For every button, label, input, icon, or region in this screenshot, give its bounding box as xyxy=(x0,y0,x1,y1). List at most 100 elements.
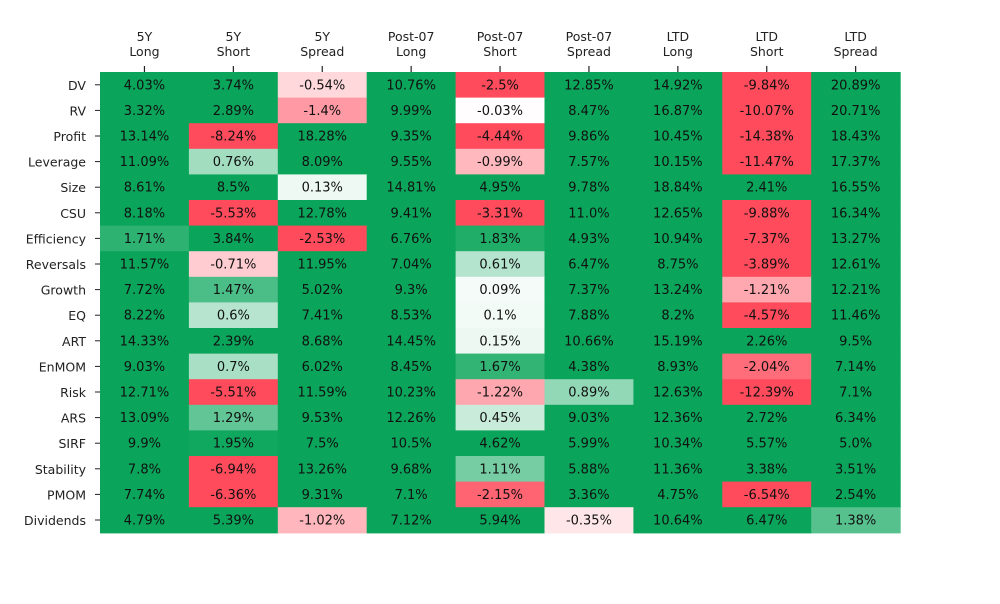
cell-value-label: 8.75% xyxy=(657,258,698,273)
cell-value-label: -2.15% xyxy=(477,488,523,503)
heatmap-cell-stability-5 xyxy=(544,456,634,483)
heatmap-cell-efficiency-2 xyxy=(277,225,368,252)
cell-value-label: 9.86% xyxy=(568,130,609,145)
heatmap-cell-art-7 xyxy=(722,328,812,355)
heatmap-cell-eq-3 xyxy=(366,302,457,329)
heatmap-cell-sirf-8 xyxy=(811,430,901,457)
cell-value-label: 2.39% xyxy=(213,334,254,349)
cell-value-label: 7.04% xyxy=(390,258,431,273)
cell-value-label: 7.12% xyxy=(390,514,431,529)
cell-value-label: 8.68% xyxy=(302,334,343,349)
cell-value-label: 10.34% xyxy=(653,437,703,452)
heatmap-cell-efficiency-6 xyxy=(633,225,723,252)
row-label-sirf: SIRF xyxy=(59,436,87,451)
column-labels: 5Y Long 5Y Short 5Y Spread Post-07 Long Post-07 S… xyxy=(129,29,878,72)
heatmap-cell-profit-2 xyxy=(277,123,368,150)
heatmap-cell-ars-0 xyxy=(100,404,190,431)
column-label-5y-short: 5Y Short xyxy=(217,29,251,59)
heatmap-cell-pmom-2 xyxy=(277,481,368,508)
heatmap-cell-reversals-2 xyxy=(277,251,368,278)
heatmap-cell-growth-2 xyxy=(277,276,368,303)
row-label-dividends: Dividends xyxy=(24,513,86,528)
cell-value-label: 13.26% xyxy=(297,462,347,477)
cell-value-label: 8.5% xyxy=(217,181,250,196)
heatmap-cell-stability-0 xyxy=(100,456,190,483)
cell-value-label: -7.37% xyxy=(744,232,790,247)
cell-value-label: 8.53% xyxy=(390,309,431,324)
heatmap-cell-csu-0 xyxy=(100,200,190,227)
heatmap-cell-dv-1 xyxy=(188,72,279,99)
heatmap-cell-dividends-4 xyxy=(455,507,546,534)
heatmap-cell-efficiency-1 xyxy=(188,225,279,252)
cell-value-label: 5.94% xyxy=(479,514,520,529)
heatmap-cell-leverage-4 xyxy=(455,148,546,175)
heatmap-cell-efficiency-7 xyxy=(722,225,812,252)
row-label-risk: Risk xyxy=(60,385,87,400)
heatmap-cell-dividends-2 xyxy=(277,507,368,534)
heatmap-cell-reversals-6 xyxy=(633,251,723,278)
cell-value-label: 8.2% xyxy=(661,309,694,324)
cell-value-label: 12.85% xyxy=(564,78,614,93)
row-label-profit: Profit xyxy=(53,129,86,144)
cell-value-label: 8.61% xyxy=(124,181,165,196)
heatmap-cell-leverage-8 xyxy=(811,148,901,175)
heatmap-cell-growth-6 xyxy=(633,276,723,303)
cell-value-label: 7.37% xyxy=(568,283,609,298)
column-label-ltd-spread: LTD Spread xyxy=(834,29,878,59)
heatmap-cell-rv-2 xyxy=(277,97,368,124)
heatmap-cell-profit-7 xyxy=(722,123,812,150)
cell-value-label: 3.38% xyxy=(746,462,787,477)
heatmap-cell-sirf-0 xyxy=(100,430,190,457)
cell-value-label: 14.45% xyxy=(386,334,436,349)
heatmap-cell-size-2 xyxy=(277,174,368,201)
cell-value-label: 1.95% xyxy=(213,437,254,452)
heatmap-cell-reversals-7 xyxy=(722,251,812,278)
heatmap-cell-size-1 xyxy=(188,174,279,201)
row-label-growth: Growth xyxy=(41,283,86,298)
heatmap-cell-pmom-5 xyxy=(544,481,634,508)
heatmap-cell-size-6 xyxy=(633,174,723,201)
heatmap-cell-enmom-2 xyxy=(277,353,368,380)
heatmap-cell-size-0 xyxy=(100,174,190,201)
cell-value-label: 10.76% xyxy=(386,78,436,93)
cell-value-label: 9.78% xyxy=(568,181,609,196)
heatmap-cell-stability-2 xyxy=(277,456,368,483)
heatmap-cell-sirf-2 xyxy=(277,430,368,457)
heatmap-cell-dividends-8 xyxy=(811,507,901,534)
heatmap-cell-ars-2 xyxy=(277,404,368,431)
cell-value-label: 0.7% xyxy=(217,360,250,375)
heatmap-cell-stability-8 xyxy=(811,456,901,483)
heatmap-cell-growth-7 xyxy=(722,276,812,303)
heatmap-cell-reversals-5 xyxy=(544,251,634,278)
cell-value-label: 10.64% xyxy=(653,514,703,529)
cell-value-label: 0.45% xyxy=(479,411,520,426)
heatmap-cell-profit-3 xyxy=(366,123,457,150)
cell-value-label: 3.32% xyxy=(124,104,165,119)
cell-value-label: 0.15% xyxy=(479,334,520,349)
cell-value-label: 0.89% xyxy=(568,386,609,401)
heatmap-cell-growth-0 xyxy=(100,276,190,303)
heatmap-cell-profit-1 xyxy=(188,123,279,150)
heatmap-cell-csu-5 xyxy=(544,200,634,227)
heatmap-cell-enmom-6 xyxy=(633,353,723,380)
cell-value-label: 13.27% xyxy=(831,232,881,247)
cell-value-label: 14.92% xyxy=(653,78,703,93)
cell-value-label: 10.5% xyxy=(390,437,431,452)
heatmap-cell-profit-5 xyxy=(544,123,634,150)
heatmap-cell-csu-7 xyxy=(722,200,812,227)
heatmap-cell-rv-8 xyxy=(811,97,901,124)
heatmap-cell-enmom-1 xyxy=(188,353,279,380)
row-label-dv: DV xyxy=(68,78,86,93)
row-label-pmom: PMOM xyxy=(47,487,86,502)
heatmap-cell-rv-0 xyxy=(100,97,190,124)
cell-value-label: 9.55% xyxy=(390,155,431,170)
cell-value-label: 9.03% xyxy=(568,411,609,426)
heatmap-cell-reversals-8 xyxy=(811,251,901,278)
cell-value-label: -0.35% xyxy=(566,514,612,529)
cell-value-label: 11.09% xyxy=(120,155,170,170)
heatmap-cell-dv-0 xyxy=(100,72,190,99)
cell-value-label: 5.57% xyxy=(746,437,787,452)
heatmap-cell-leverage-0 xyxy=(100,148,190,175)
cell-value-label: -5.51% xyxy=(210,386,256,401)
